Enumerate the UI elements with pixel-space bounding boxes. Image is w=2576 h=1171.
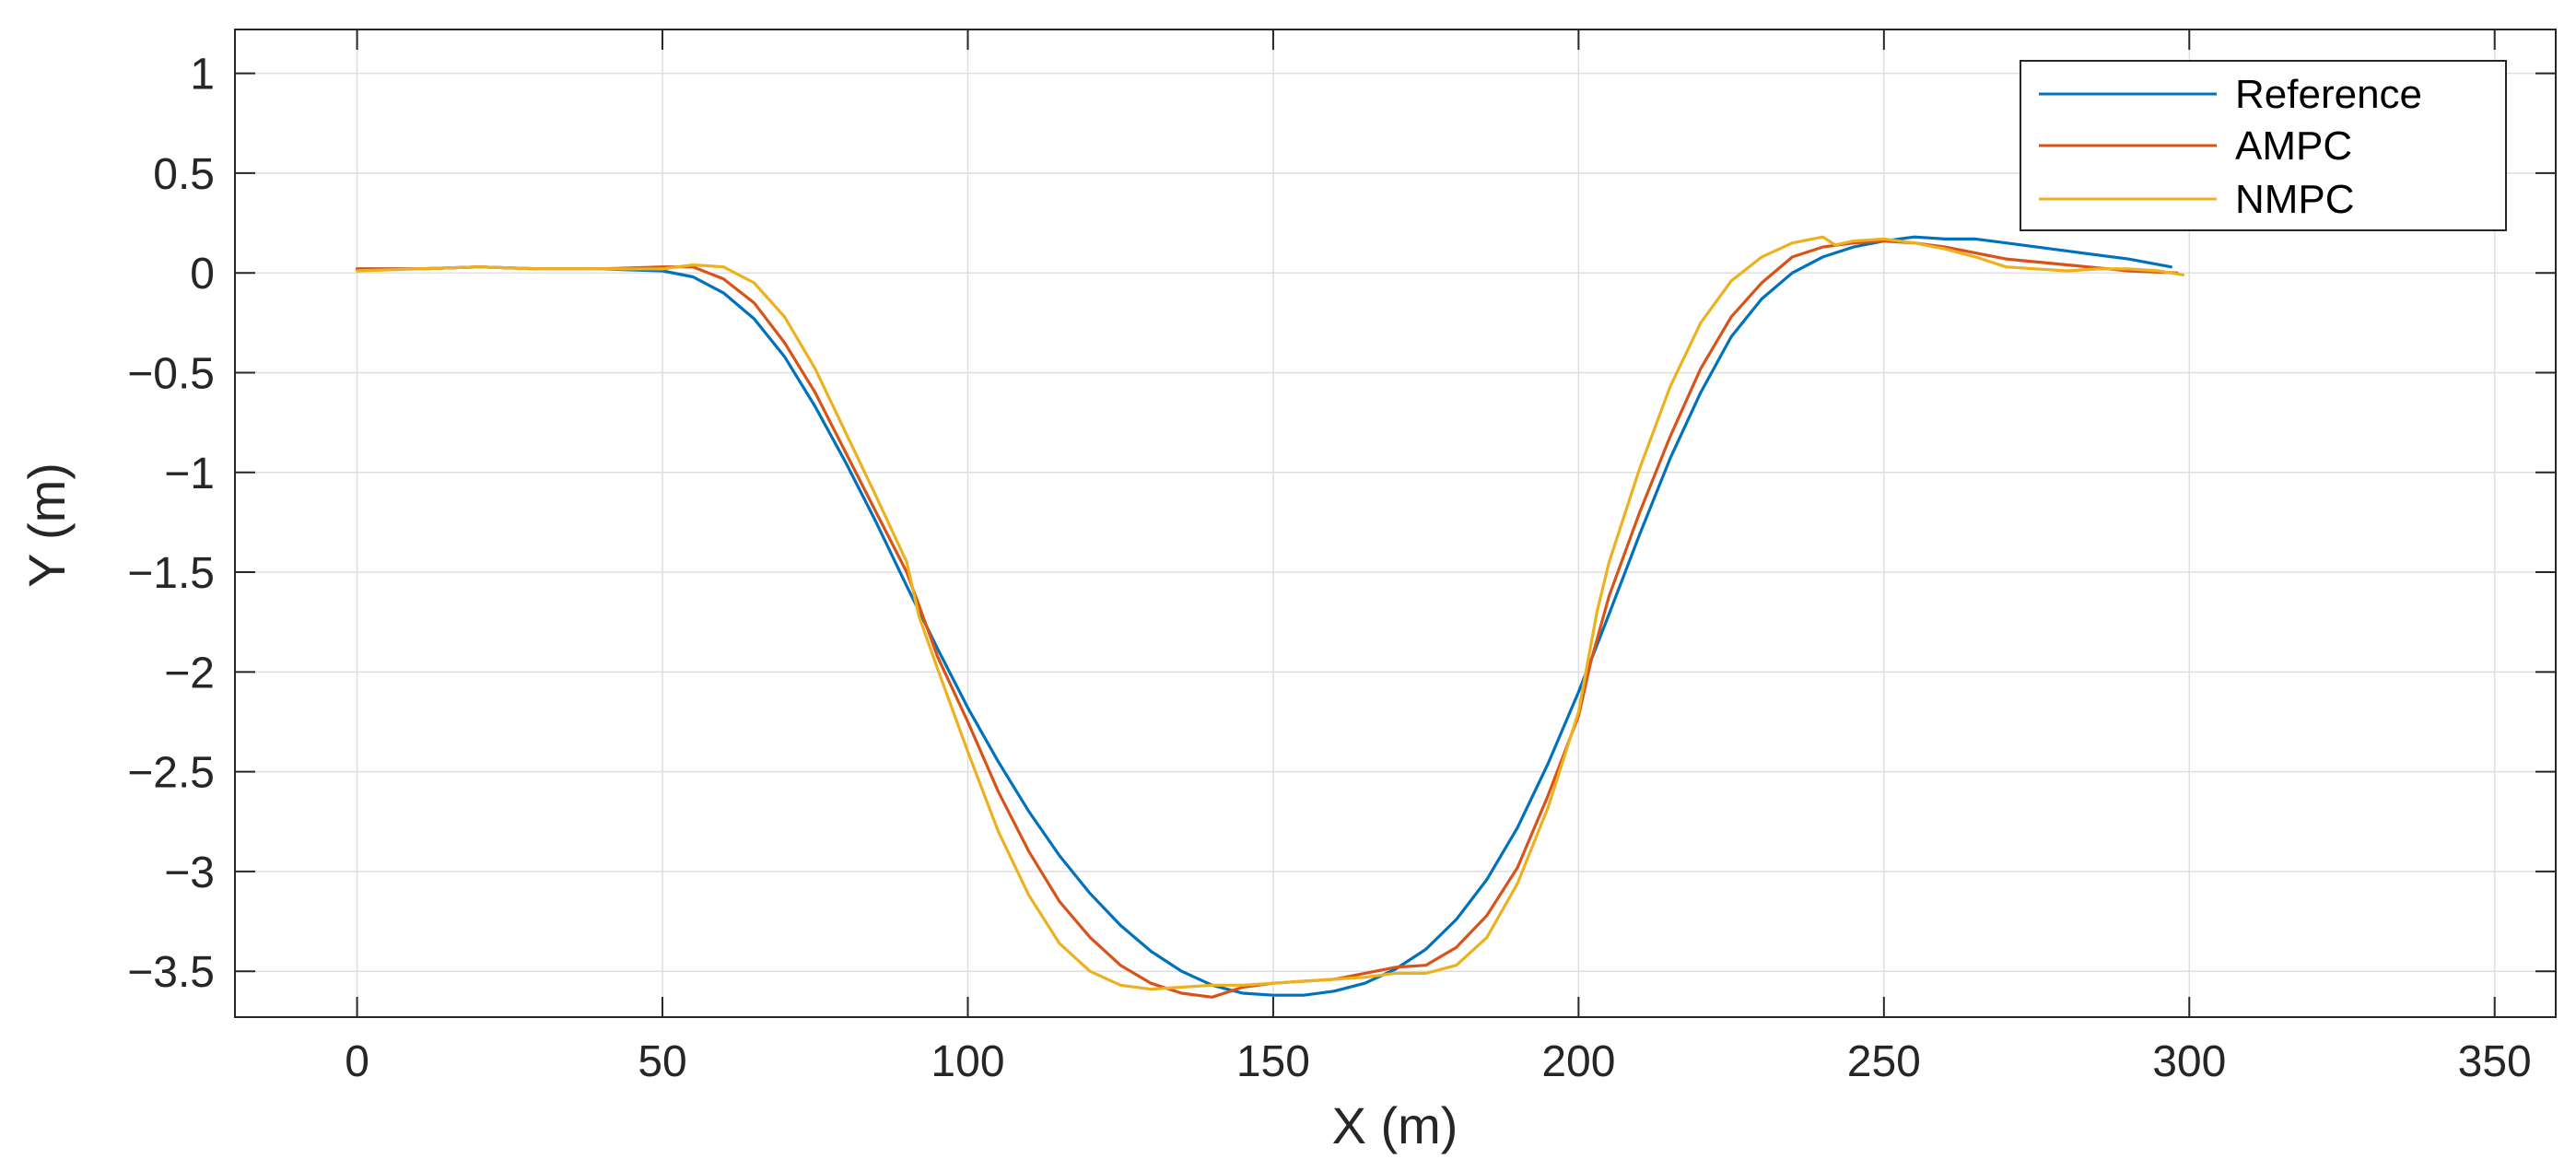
y-tick-label: 0 <box>190 250 215 299</box>
y-tick-label: −1.5 <box>127 549 215 598</box>
series-lines <box>356 235 2185 999</box>
legend: Reference AMPC NMPC <box>2020 60 2507 231</box>
x-tick-label: 300 <box>2152 1037 2226 1086</box>
x-tick-label: 50 <box>638 1037 686 1086</box>
x-tick-label: 250 <box>1847 1037 1921 1086</box>
x-axis-label: X (m) <box>1332 1096 1458 1154</box>
plot-frame <box>234 29 2557 1018</box>
y-tick-label: −2.5 <box>127 749 215 798</box>
y-tick-label: −0.5 <box>127 349 215 398</box>
legend-label-nmpc: NMPC <box>2235 177 2355 222</box>
series-line-reference <box>356 235 2172 997</box>
x-tick-label: 200 <box>1541 1037 1615 1086</box>
y-tick-label: −1 <box>164 450 215 498</box>
x-tick-label: 150 <box>1236 1037 1310 1086</box>
y-tick-label: −3 <box>164 849 215 897</box>
y-axis-label: Y (m) <box>18 463 76 588</box>
y-tick-label: 1 <box>190 51 215 100</box>
y-axis-ticks: 1 0.5 0 −0.5 −1 −1.5 −2 −2.5 −3 −3.5 <box>127 51 2556 997</box>
x-axis-ticks: 0 50 100 150 200 250 300 350 <box>345 29 2532 1086</box>
legend-label-ampc: AMPC <box>2235 123 2352 169</box>
y-tick-label: −3.5 <box>127 948 215 997</box>
x-tick-label: 350 <box>2458 1037 2532 1086</box>
series-line-nmpc <box>356 235 2185 991</box>
y-tick-label: −2 <box>164 649 215 697</box>
y-tick-label: 0.5 <box>153 150 215 199</box>
legend-label-reference: Reference <box>2235 72 2422 117</box>
x-tick-label: 0 <box>345 1037 369 1086</box>
x-tick-label: 100 <box>931 1037 1004 1086</box>
